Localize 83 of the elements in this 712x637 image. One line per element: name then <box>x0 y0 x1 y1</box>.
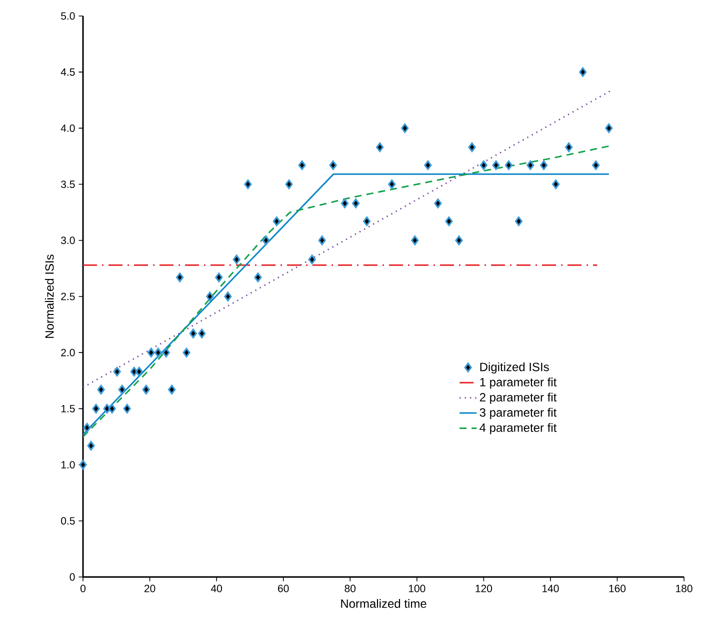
point <box>189 328 197 338</box>
point <box>592 160 600 170</box>
point <box>147 348 155 358</box>
legend-label: Digitized ISIs <box>480 362 549 374</box>
point <box>97 384 105 394</box>
point <box>198 328 206 338</box>
point <box>154 348 162 358</box>
point <box>118 384 126 394</box>
x-tick-label: 40 <box>210 584 222 592</box>
point <box>232 254 240 264</box>
y-tick-label: 0 <box>70 573 75 581</box>
point <box>79 460 87 470</box>
point <box>135 366 143 376</box>
point <box>492 160 500 170</box>
point <box>318 236 326 246</box>
y-tick-label: 1.0 <box>61 461 75 469</box>
point <box>113 366 121 376</box>
x-tick-label: 180 <box>676 584 692 592</box>
point <box>142 384 150 394</box>
point <box>298 160 306 170</box>
point <box>182 348 190 358</box>
point <box>540 160 548 170</box>
point <box>168 384 176 394</box>
point <box>552 179 560 190</box>
point <box>123 404 131 414</box>
x-tick-label: 80 <box>344 584 356 592</box>
point <box>363 216 371 226</box>
point <box>352 198 360 208</box>
point <box>308 254 316 264</box>
y-tick-label: 2.5 <box>61 292 75 300</box>
x-tick-label: 140 <box>542 584 559 592</box>
y-tick-label: 5.0 <box>61 12 75 20</box>
y-tick-label: 1.5 <box>61 405 75 412</box>
point <box>244 179 252 190</box>
point <box>401 123 409 133</box>
legend-label: 2 parameter fit <box>480 392 557 404</box>
legend-label: 3 parameter fit <box>480 408 557 420</box>
x-tick-label: 60 <box>278 584 289 592</box>
legend-label: 4 parameter fit <box>480 423 557 434</box>
point <box>445 216 453 226</box>
legend-label: 1 parameter fit <box>480 378 557 389</box>
y-tick-label: 3.5 <box>61 180 75 188</box>
y-axis-title: Normalized ISIs <box>44 254 54 338</box>
point <box>376 142 384 152</box>
point <box>411 236 419 246</box>
point <box>340 198 349 208</box>
point <box>262 236 270 246</box>
point <box>468 142 476 152</box>
point <box>215 272 223 282</box>
point <box>87 440 95 451</box>
point <box>504 160 513 170</box>
point <box>83 422 91 433</box>
point <box>254 272 262 282</box>
point <box>526 160 534 170</box>
point <box>565 142 573 152</box>
point <box>224 292 232 302</box>
point <box>480 160 488 170</box>
point <box>434 198 442 208</box>
y-tick-label: 4.0 <box>60 124 75 132</box>
y-tick-label: 3.0 <box>61 236 75 244</box>
x-tick-label: 0 <box>80 584 86 592</box>
x-tick-label: 100 <box>408 584 426 592</box>
point <box>285 179 293 190</box>
point <box>176 272 184 282</box>
point <box>579 67 587 77</box>
x-tick-label: 160 <box>609 584 626 592</box>
point <box>206 292 214 302</box>
point <box>424 160 432 170</box>
point <box>605 123 613 133</box>
x-tick-label: 20 <box>144 584 156 592</box>
y-tick-label: 2.0 <box>61 348 75 356</box>
point <box>329 160 337 170</box>
point <box>272 216 280 226</box>
x-tick-label: 120 <box>476 584 492 592</box>
y-tick-label: 4.5 <box>60 68 75 76</box>
point <box>514 216 523 226</box>
point <box>455 236 463 246</box>
y-tick-label: 0.5 <box>61 517 75 525</box>
point <box>388 179 396 190</box>
point <box>108 404 116 414</box>
point <box>92 404 100 414</box>
x-axis-title: Normalized time <box>341 599 426 608</box>
point <box>162 348 170 358</box>
